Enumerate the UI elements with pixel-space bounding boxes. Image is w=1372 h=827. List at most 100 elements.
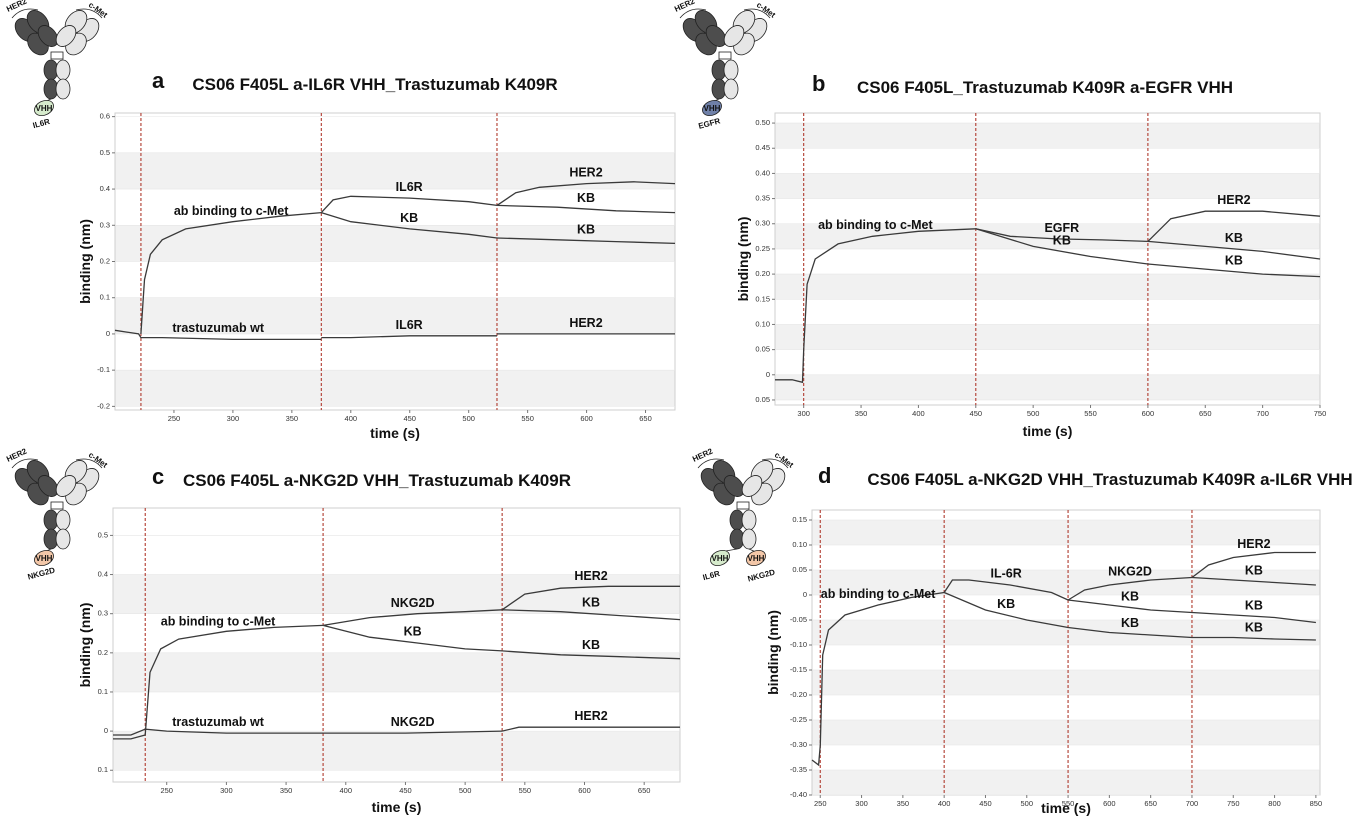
- chart-title: CS06 F405L a-NKG2D VHH_Trastuzumab K409R: [183, 471, 571, 490]
- x-axis-label: time (s): [370, 425, 420, 441]
- vhh-domain: [34, 549, 54, 567]
- series-line: [1147, 240, 1321, 260]
- y-tick-label: 0.2: [98, 648, 108, 657]
- x-tick-label: 850: [1310, 799, 1323, 808]
- x-tick-label: 800: [1268, 799, 1281, 808]
- series-line: [811, 591, 945, 767]
- series-label: HER2: [569, 166, 602, 180]
- panel-letter: b: [812, 71, 825, 96]
- vhh-domain: [34, 99, 54, 117]
- grid-band: [775, 274, 1320, 300]
- y-axis-label: binding (nm): [77, 219, 93, 304]
- series-line: [321, 335, 497, 339]
- vhh-domain: [702, 99, 722, 117]
- y-tick-label: 0.3: [98, 609, 108, 618]
- x-tick-label: 300: [220, 786, 233, 795]
- series-line: [1147, 263, 1321, 278]
- y-tick-label: -0.40: [790, 790, 807, 799]
- y-tick-label: 0.5: [98, 530, 108, 539]
- x-tick-label: 650: [638, 786, 651, 795]
- y-tick-label: -0.05: [790, 615, 807, 624]
- x-tick-label: 400: [340, 786, 353, 795]
- x-tick-label: 400: [912, 409, 925, 418]
- diagram-label: IL6R: [32, 117, 51, 130]
- diagram-label: NKG2D: [27, 566, 57, 582]
- diagram-label: HER2: [673, 0, 697, 14]
- y-tick-label: -0.20: [790, 690, 807, 699]
- series-label: IL-6R: [990, 567, 1021, 581]
- series-label: KB: [577, 223, 595, 237]
- grid-band: [812, 520, 1320, 545]
- y-tick-label: 0.1: [98, 765, 108, 774]
- series-label: KB: [1121, 616, 1139, 630]
- y-tick-label: 0.05: [755, 395, 770, 404]
- x-tick-label: 400: [938, 799, 951, 808]
- bracket: [11, 458, 103, 469]
- series-label: KB: [1053, 233, 1071, 247]
- series-label: ab binding to c-Met: [161, 615, 276, 629]
- series-line: [1191, 611, 1316, 624]
- y-tick-label: 0: [803, 590, 807, 599]
- domain: [741, 475, 763, 497]
- series-line: [943, 579, 1069, 601]
- series-line: [501, 585, 680, 611]
- grid-band: [113, 574, 680, 614]
- series-line: [496, 204, 676, 214]
- series-label: NKG2D: [1108, 565, 1152, 579]
- series-label: KB: [1225, 254, 1243, 268]
- series-label: HER2: [1217, 193, 1250, 207]
- plot-area: [811, 509, 1321, 796]
- series-label: KB: [997, 597, 1015, 611]
- vhh-domain: [746, 549, 766, 567]
- grid-band: [113, 731, 680, 771]
- x-tick-label: 550: [1062, 799, 1075, 808]
- domain: [55, 509, 71, 531]
- x-tick-label: 350: [286, 414, 299, 423]
- x-tick-label: 500: [1027, 409, 1040, 418]
- x-tick-label: 500: [459, 786, 472, 795]
- domain: [723, 59, 739, 81]
- diagram-label: VHH: [704, 104, 721, 113]
- y-axis-label: binding (nm): [735, 217, 751, 302]
- y-tick-label: 0.30: [755, 219, 770, 228]
- x-tick-label: 600: [578, 786, 591, 795]
- y-tick-label: -0.15: [790, 665, 807, 674]
- diagram-label: HER2: [5, 0, 29, 14]
- grid-band: [775, 223, 1320, 249]
- x-tick-label: 600: [1103, 799, 1116, 808]
- domain: [55, 528, 71, 550]
- series-line: [502, 609, 681, 621]
- x-tick-label: 450: [970, 409, 983, 418]
- y-tick-label: 0.05: [792, 565, 807, 574]
- y-tick-label: 0.10: [792, 540, 807, 549]
- diagram-label: VHH: [36, 104, 53, 113]
- y-tick-label: 0.50: [755, 118, 770, 127]
- grid-band: [812, 770, 1320, 795]
- series-line: [113, 624, 324, 740]
- x-tick-label: 650: [1144, 799, 1157, 808]
- series-label: trastuzumab wt: [172, 321, 265, 335]
- diagram-label: EGFR: [697, 116, 721, 131]
- domain: [723, 25, 745, 47]
- series-line: [975, 228, 1148, 243]
- x-tick-label: 250: [168, 414, 181, 423]
- series-line: [1191, 551, 1316, 579]
- series-line: [321, 211, 498, 239]
- series-line: [1192, 636, 1316, 641]
- series-label: trastuzumab wt: [172, 715, 265, 729]
- x-tick-label: 700: [1186, 799, 1199, 808]
- series-line: [1068, 599, 1193, 614]
- series-line: [114, 329, 322, 341]
- x-tick-label: 350: [855, 409, 868, 418]
- y-tick-label: 0.25: [755, 244, 770, 253]
- series-line: [502, 650, 681, 660]
- series-label: KB: [1245, 598, 1263, 612]
- series-label: KB: [582, 596, 600, 610]
- series-line: [943, 591, 1069, 629]
- y-tick-label: 0.10: [755, 319, 770, 328]
- series-line: [775, 228, 976, 384]
- x-tick-label: 300: [227, 414, 240, 423]
- diagram-label: NKG2D: [747, 568, 777, 584]
- grid-band: [775, 374, 1320, 400]
